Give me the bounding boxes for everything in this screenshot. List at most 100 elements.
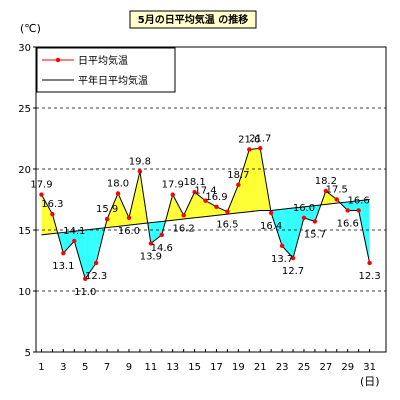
series-daily-point <box>159 232 164 238</box>
x-tick-label: 11 <box>144 362 157 373</box>
x-tick-label: 13 <box>166 362 179 373</box>
legend-normal-label: 平年日平均気温 <box>78 74 148 87</box>
x-tick-label: 9 <box>126 362 132 373</box>
data-label: 15.7 <box>304 229 326 240</box>
data-label: 17.5 <box>326 185 348 196</box>
series-daily-point <box>236 182 241 188</box>
data-label: 18.7 <box>227 170 249 181</box>
data-label: 17.4 <box>194 186 216 197</box>
legend: 日平均気温 平年日平均気温 <box>36 47 176 93</box>
data-label: 16.2 <box>173 223 195 234</box>
series-daily-point <box>115 191 121 196</box>
data-label: 11.0 <box>74 287 96 298</box>
x-tick-label: 23 <box>276 362 289 373</box>
fill-above-normal <box>216 206 228 216</box>
x-tick-label: 31 <box>363 362 376 373</box>
series-daily-point <box>214 204 219 210</box>
x-axis-ticks: 1 3 5 7 9 11 13 15 17 19 21 23 25 27 29 31 <box>38 349 376 373</box>
y-tick-label: 10 <box>18 287 31 298</box>
y-tick-label: 30 <box>18 43 31 54</box>
series-daily-point <box>192 189 197 195</box>
legend-box <box>36 47 176 93</box>
chart-title: 5月の日平均気温 の推移 <box>129 10 257 29</box>
data-label: 14.6 <box>151 243 173 254</box>
series-daily-point <box>356 208 361 213</box>
y-unit-label: (℃) <box>20 22 41 35</box>
fill-above-normal <box>325 190 337 205</box>
data-label: 17.9 <box>162 180 184 191</box>
data-label: 12.3 <box>85 271 107 282</box>
fill-below-normal <box>303 205 315 222</box>
data-label: 15.9 <box>96 204 118 215</box>
data-label: 18.1 <box>183 177 205 188</box>
data-label: 17.9 <box>30 180 52 191</box>
x-tick-label: 17 <box>210 362 223 373</box>
data-label: 21.6 <box>238 134 260 145</box>
series-daily-point <box>301 215 307 220</box>
fill-below-normal <box>282 208 294 259</box>
fill-above-normal <box>194 192 206 218</box>
series-daily-point <box>93 260 99 266</box>
data-label: 16.3 <box>41 199 63 210</box>
data-label: 16.6 <box>348 195 370 206</box>
series-daily-point <box>104 216 110 222</box>
data-label: 16.6 <box>337 218 359 229</box>
data-label: 16.5 <box>216 220 238 231</box>
series-daily-point <box>367 260 372 266</box>
series-daily-point <box>61 250 66 256</box>
series-daily-point <box>137 169 143 174</box>
y-axis-ticks: 5 10 15 20 25 30 <box>18 43 36 359</box>
series-daily-point <box>279 243 285 249</box>
fill-below-normal <box>347 200 359 211</box>
x-tick-label: 19 <box>232 362 245 373</box>
series-daily-point <box>83 276 88 281</box>
series-daily-point <box>148 241 154 246</box>
x-unit-label: (日) <box>360 375 380 388</box>
fill-below-normal <box>150 221 162 244</box>
series-daily-point <box>39 192 44 197</box>
series-daily-point <box>225 209 230 214</box>
fill-above-normal <box>118 193 129 227</box>
fill-above-normal <box>205 200 217 217</box>
data-label: 13.9 <box>140 251 162 262</box>
data-label: 12.3 <box>358 271 380 282</box>
series-daily-point <box>247 147 252 152</box>
data-label: 16.4 <box>260 221 282 232</box>
difference-fill-layer <box>41 148 370 279</box>
series-layer <box>39 146 372 281</box>
plot-frame <box>35 46 387 353</box>
series-daily-point <box>50 211 55 217</box>
legend-daily-marker <box>55 57 61 63</box>
x-tick-label: 21 <box>254 362 267 373</box>
data-label: 18.0 <box>107 178 129 189</box>
fill-above-normal <box>172 194 184 221</box>
fill-below-normal <box>74 230 86 279</box>
series-daily-point <box>126 215 132 220</box>
series-daily-point <box>181 213 186 218</box>
chart-title-text: 5月の日平均気温 の推移 <box>138 13 248 26</box>
series-daily-point <box>170 192 175 197</box>
data-label: 19.8 <box>129 156 151 167</box>
data-label: 13.7 <box>271 254 293 265</box>
y-tick-label: 20 <box>18 165 31 176</box>
fill-above-normal <box>41 194 53 235</box>
series-normal-line <box>41 199 370 236</box>
y-tick-label: 25 <box>18 104 31 115</box>
x-tick-label: 27 <box>319 362 332 373</box>
y-tick-label: 5 <box>25 348 31 359</box>
fill-below-normal <box>293 206 304 259</box>
legend-daily-label: 日平均気温 <box>78 54 128 67</box>
data-label: 16.9 <box>205 192 227 203</box>
series-daily-point <box>334 197 339 202</box>
x-tick-label: 5 <box>82 362 88 373</box>
series-daily-point <box>323 188 329 194</box>
x-tick-label: 15 <box>188 362 201 373</box>
x-tick-label: 25 <box>298 362 311 373</box>
series-daily-point <box>312 219 318 224</box>
series-daily-point <box>268 210 274 216</box>
data-label: 16.0 <box>293 203 315 214</box>
data-label: 18.2 <box>315 176 337 187</box>
x-tick-label: 3 <box>60 362 66 373</box>
fill-above-normal <box>238 149 250 213</box>
